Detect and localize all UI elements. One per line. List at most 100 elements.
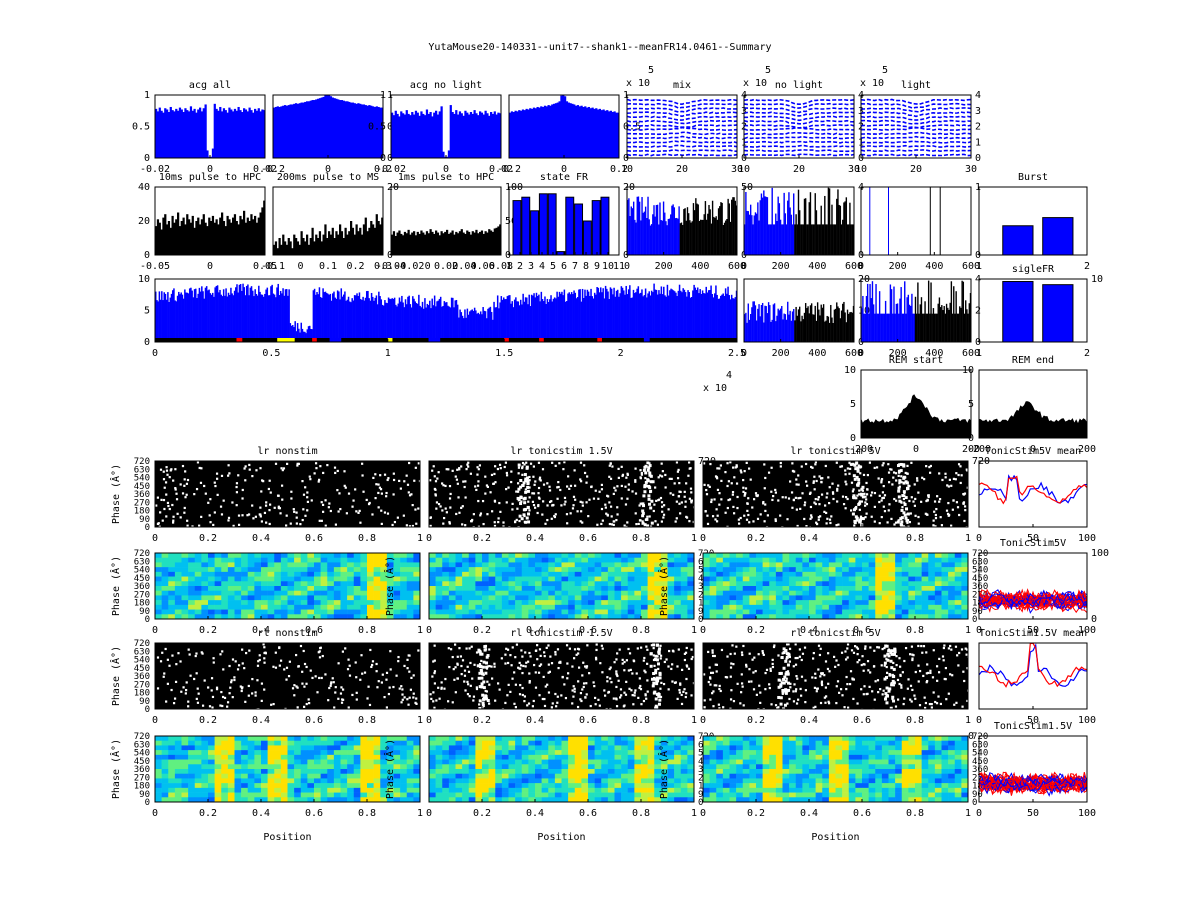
bar	[527, 109, 530, 158]
fr-bin	[647, 293, 649, 342]
raster-gap	[433, 682, 437, 685]
raster-gap	[883, 494, 887, 497]
fr-bin	[680, 222, 683, 255]
raster-gap	[846, 467, 849, 470]
panel-border	[626, 94, 738, 159]
raster-gap	[467, 461, 470, 464]
raster-gap	[240, 687, 244, 690]
raster-gap	[861, 517, 865, 521]
raster-gap	[709, 671, 713, 674]
raster-gap	[355, 510, 358, 513]
fr-bin	[707, 213, 709, 255]
raster-gap	[207, 686, 210, 689]
heat-cell	[488, 557, 496, 563]
raster-gap	[411, 504, 414, 507]
bar	[344, 101, 347, 158]
raster-gap	[405, 524, 408, 527]
raster-gap	[294, 653, 298, 657]
heat-cell	[508, 576, 516, 582]
raster-gap	[482, 680, 486, 684]
raster-gap	[299, 644, 303, 648]
raster-gap	[319, 465, 322, 468]
heat-cell	[393, 586, 401, 592]
raster-gap	[557, 666, 560, 670]
fr-bin	[387, 297, 390, 342]
rem-area	[861, 394, 971, 438]
heat-cell	[208, 600, 215, 606]
raster-gap	[824, 660, 828, 663]
fr-bin	[773, 224, 776, 255]
heat-cell	[340, 600, 348, 606]
raster-gap	[795, 675, 798, 678]
x-tick-label: 0.2	[199, 715, 217, 726]
raster-gap	[454, 666, 457, 669]
bar	[466, 230, 469, 255]
raster-gap	[389, 650, 392, 653]
bar	[593, 108, 596, 158]
heat-cell	[429, 576, 436, 582]
raster-gap	[780, 656, 784, 660]
bar	[392, 231, 396, 255]
bar	[582, 106, 585, 158]
fr-bin	[801, 315, 803, 342]
raster-gap	[779, 702, 783, 706]
raster-gap	[488, 665, 491, 668]
heat-cell	[155, 571, 162, 577]
series-line	[626, 115, 738, 121]
raster-gap	[229, 686, 232, 689]
heat-cell	[241, 557, 249, 563]
heat-cell	[188, 576, 196, 582]
raster-gap	[740, 651, 744, 654]
raster-gap	[274, 651, 277, 654]
raster-gap	[263, 511, 267, 515]
raster-gap	[883, 510, 887, 513]
x-tick-label: 2	[517, 261, 523, 272]
raster-gap	[448, 521, 451, 524]
bar	[169, 106, 172, 158]
raster-gap	[580, 510, 583, 513]
raster-gap	[668, 649, 671, 653]
raster-gap	[415, 522, 418, 525]
raster-gap	[911, 653, 914, 656]
raster-gap	[817, 496, 820, 499]
raster-gap	[451, 469, 454, 472]
raster-gap	[617, 679, 620, 682]
fr-bin	[631, 208, 634, 255]
heat-cell	[435, 571, 443, 577]
raster-gap	[488, 702, 491, 705]
bar	[280, 244, 283, 255]
bar	[304, 101, 307, 158]
raster-gap	[865, 512, 868, 515]
raster-gap	[573, 687, 576, 690]
heat-cell	[327, 567, 335, 573]
raster-gap	[771, 658, 774, 661]
heat-cell	[521, 553, 529, 559]
bar	[224, 110, 227, 158]
heat-cell	[406, 576, 414, 582]
heat-cell	[247, 595, 255, 601]
fr-bin	[688, 292, 691, 342]
raster-gap	[860, 500, 864, 503]
raster-gap	[606, 676, 609, 679]
heat-cell	[367, 562, 374, 568]
fr-bin	[586, 289, 589, 342]
raster-gap	[524, 520, 528, 524]
raster-gap	[862, 693, 865, 696]
raster-gap	[516, 496, 520, 500]
heat-cell	[607, 581, 615, 587]
raster-gap	[947, 692, 950, 695]
raster-gap	[546, 482, 549, 485]
raster-gap	[866, 488, 869, 491]
fr-bin	[678, 284, 681, 342]
heat-cell	[287, 557, 295, 563]
bar	[340, 231, 344, 255]
raster-gap	[675, 500, 678, 503]
fr-bin	[802, 224, 804, 255]
raster-gap	[185, 688, 188, 692]
raster-gap	[923, 478, 926, 481]
heat-cell	[247, 590, 255, 596]
bar	[307, 244, 311, 255]
raster-gap	[660, 475, 664, 478]
raster-gap	[542, 675, 545, 679]
raster-gap	[493, 524, 497, 528]
